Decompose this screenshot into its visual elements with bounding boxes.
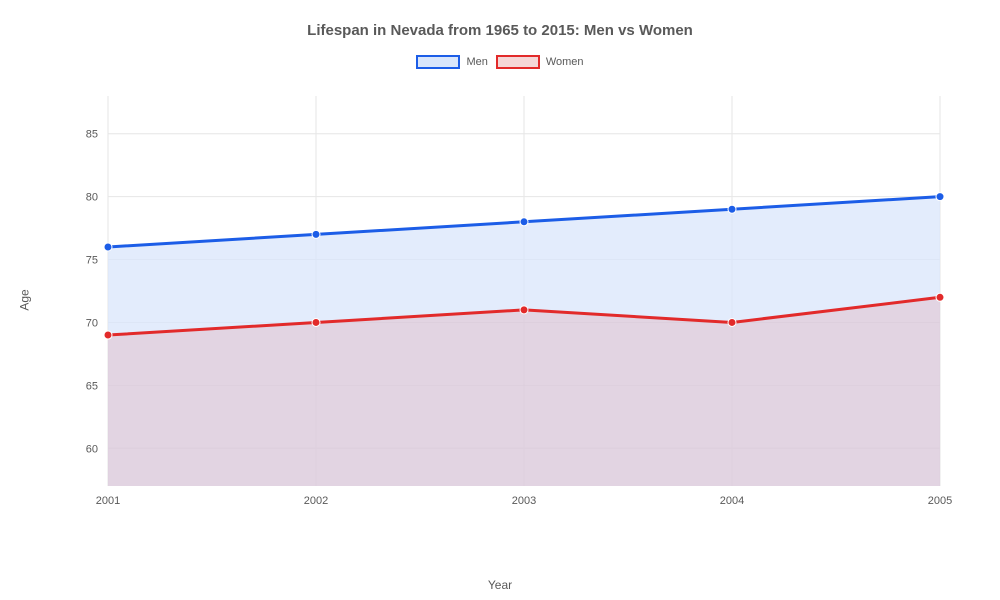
y-tick-label: 70 bbox=[86, 317, 98, 329]
plot-area: 2001 2002 2003 2004 2005 60 65 70 75 80 85 bbox=[60, 86, 960, 526]
legend-item-men[interactable]: Men bbox=[416, 55, 487, 69]
y-axis-label: Age bbox=[18, 289, 32, 310]
y-tick-label: 65 bbox=[86, 380, 98, 392]
marker-women[interactable] bbox=[728, 318, 736, 326]
marker-women[interactable] bbox=[312, 318, 320, 326]
legend-item-women[interactable]: Women bbox=[496, 55, 584, 69]
x-axis-label: Year bbox=[488, 578, 512, 592]
x-tick-label: 2002 bbox=[304, 495, 328, 507]
legend-label-women: Women bbox=[546, 56, 584, 68]
legend: Men Women bbox=[0, 55, 1000, 69]
chart-container: Lifespan in Nevada from 1965 to 2015: Me… bbox=[0, 0, 1000, 600]
y-tick-label: 75 bbox=[86, 255, 98, 267]
legend-swatch-women bbox=[496, 55, 540, 69]
legend-label-men: Men bbox=[466, 56, 487, 68]
x-tick-label: 2005 bbox=[928, 495, 952, 507]
marker-women[interactable] bbox=[104, 331, 112, 339]
marker-men[interactable] bbox=[520, 218, 528, 226]
x-tick-label: 2003 bbox=[512, 495, 536, 507]
y-tick-label: 85 bbox=[86, 129, 98, 141]
y-tick-label: 80 bbox=[86, 192, 98, 204]
marker-women[interactable] bbox=[520, 306, 528, 314]
marker-men[interactable] bbox=[312, 230, 320, 238]
chart-title: Lifespan in Nevada from 1965 to 2015: Me… bbox=[0, 0, 1000, 39]
y-tick-label: 60 bbox=[86, 443, 98, 455]
marker-women[interactable] bbox=[936, 293, 944, 301]
legend-swatch-men bbox=[416, 55, 460, 69]
x-tick-label: 2001 bbox=[96, 495, 120, 507]
marker-men[interactable] bbox=[936, 193, 944, 201]
marker-men[interactable] bbox=[104, 243, 112, 251]
x-tick-label: 2004 bbox=[720, 495, 744, 507]
chart-svg: 2001 2002 2003 2004 2005 60 65 70 75 80 85 bbox=[60, 86, 960, 526]
marker-men[interactable] bbox=[728, 205, 736, 213]
